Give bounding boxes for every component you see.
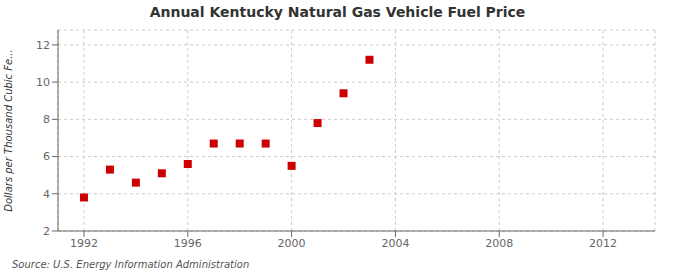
svg-text:10: 10: [36, 76, 50, 89]
svg-text:2012: 2012: [589, 237, 617, 250]
svg-text:6: 6: [43, 150, 50, 163]
svg-text:4: 4: [43, 188, 50, 201]
svg-text:12: 12: [36, 39, 50, 52]
svg-text:2004: 2004: [381, 237, 409, 250]
svg-text:2: 2: [43, 225, 50, 238]
html-text:Annual Kentucky Natural Gas Ve: Annual Kentucky Natural Gas Vehicle Fuel…: [149, 4, 526, 20]
svg-text:Dollars per Thousand Cubic Fe.: Dollars per Thousand Cubic Fe...: [8, 49, 14, 211]
svg-text:2008: 2008: [485, 237, 513, 250]
html-text:Source: U.S. Energy Informatio: Source: U.S. Energy Information Administ…: [12, 259, 250, 270]
svg-text:1992: 1992: [70, 237, 98, 250]
svg-text:8: 8: [43, 113, 50, 126]
svg-text:1996: 1996: [174, 237, 202, 250]
svg-text:2000: 2000: [278, 237, 306, 250]
